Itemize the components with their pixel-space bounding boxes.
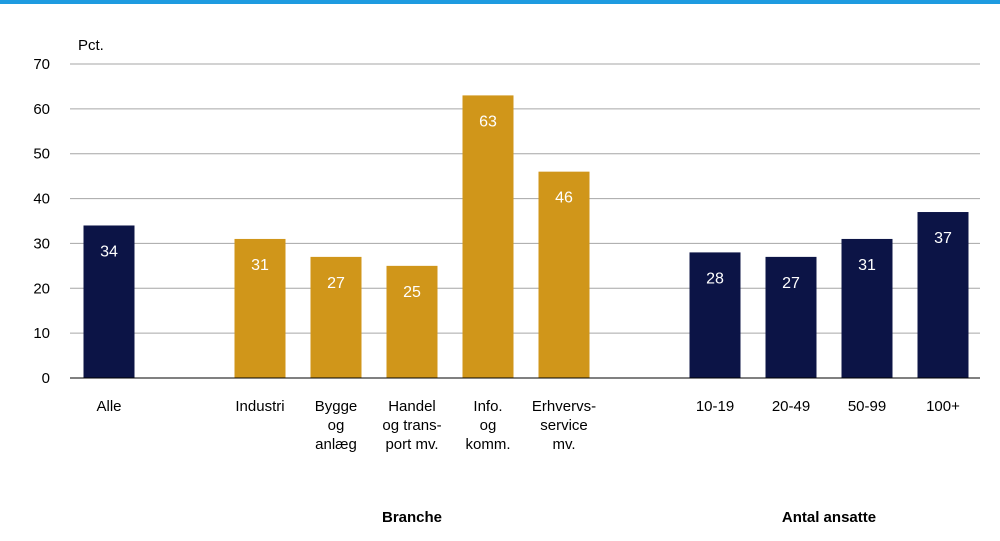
bar-value-label: 46 — [555, 190, 573, 207]
bar — [462, 95, 514, 379]
y-axis-label: Pct. — [78, 37, 104, 54]
x-category-label: Industri — [235, 398, 284, 415]
bar — [310, 256, 362, 378]
group-labels: Branche Antal ansatte — [382, 509, 876, 526]
y-tick-label: 10 — [33, 325, 50, 342]
bar — [689, 252, 741, 378]
bar-value-label: 34 — [100, 243, 118, 260]
x-axis-labels: Alle Industri Bygge og anlæg Handel og trans-p… — [96, 398, 960, 453]
y-axis-ticks: 0 10 20 30 40 50 60 70 — [33, 56, 50, 387]
x-category-label: Alle — [96, 398, 121, 415]
group-label: Branche — [382, 509, 442, 526]
bar-value-label: 27 — [782, 275, 800, 292]
bar-value-label: 31 — [251, 257, 269, 274]
x-category-label: 20-49 — [772, 398, 810, 415]
bars: 34 31 27 25 63 46 28 27 31 37 — [83, 95, 969, 379]
top-accent-rule — [0, 0, 1000, 4]
bar-value-label: 63 — [479, 113, 497, 130]
bar — [538, 171, 590, 378]
bar — [765, 256, 817, 378]
x-category-label: Handel og trans-port mv. — [382, 398, 441, 453]
bar — [386, 265, 438, 378]
x-category-label: Info. og komm. — [466, 398, 511, 453]
gridlines — [70, 63, 980, 334]
bar-value-label: 25 — [403, 284, 421, 301]
bar-value-label: 27 — [327, 275, 345, 292]
bar-value-label: 31 — [858, 257, 876, 274]
y-tick-label: 40 — [33, 191, 50, 208]
y-tick-label: 0 — [42, 370, 50, 387]
y-tick-label: 30 — [33, 235, 50, 252]
y-tick-label: 70 — [33, 56, 50, 73]
x-category-label: 50-99 — [848, 398, 886, 415]
x-category-label: 10-19 — [696, 398, 734, 415]
x-category-label: Bygge og anlæg — [315, 398, 358, 453]
y-tick-label: 60 — [33, 101, 50, 118]
bar — [83, 225, 135, 378]
bar — [234, 238, 286, 378]
bar-value-label: 37 — [934, 230, 952, 247]
y-tick-label: 50 — [33, 146, 50, 163]
y-tick-label: 20 — [33, 280, 50, 297]
bar — [917, 212, 969, 378]
x-category-label: Erhvervs-service mv. — [532, 398, 596, 453]
x-category-label: 100+ — [926, 398, 960, 415]
bar — [841, 238, 893, 378]
bar-value-label: 28 — [706, 270, 724, 287]
group-label: Antal ansatte — [782, 509, 876, 526]
